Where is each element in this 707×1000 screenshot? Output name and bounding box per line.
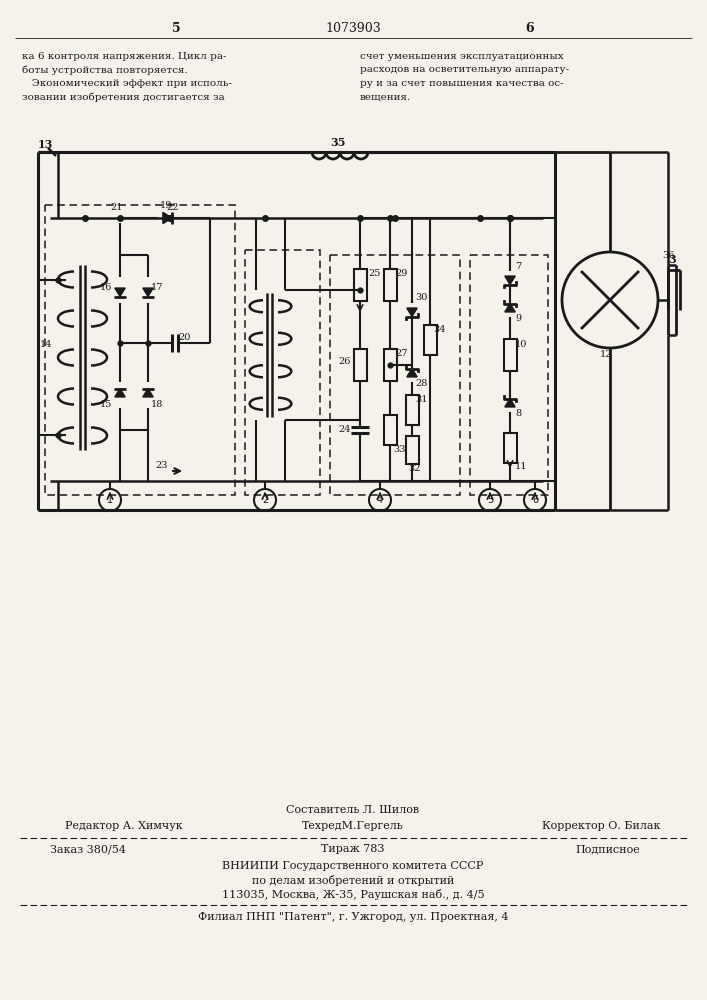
Bar (383, 415, 397, 445)
Text: 28: 28 (415, 379, 427, 388)
Text: 1: 1 (107, 495, 113, 505)
Text: 29: 29 (395, 269, 407, 278)
Text: 24: 24 (338, 425, 351, 434)
Text: 113035, Москва, Ж-35, Раушская наб., д. 4/5: 113035, Москва, Ж-35, Раушская наб., д. … (222, 889, 484, 900)
Bar (383, 349, 397, 381)
Text: Подписное: Подписное (575, 844, 640, 854)
Text: 27: 27 (395, 349, 407, 358)
Text: Корректор О. Билак: Корректор О. Билак (542, 821, 660, 831)
Text: ка 6 контроля напряжения. Цикл ра-: ка 6 контроля напряжения. Цикл ра- (22, 52, 226, 61)
Bar (354, 349, 366, 381)
Text: 23: 23 (155, 461, 168, 470)
Text: 10: 10 (515, 340, 527, 349)
Text: Филиал ПНП "Патент", г. Ужгород, ул. Проектная, 4: Филиал ПНП "Патент", г. Ужгород, ул. Про… (198, 912, 508, 922)
Text: 7: 7 (515, 262, 521, 271)
Text: 36: 36 (662, 251, 674, 260)
Text: 33: 33 (393, 445, 406, 454)
Polygon shape (505, 398, 515, 407)
Text: расходов на осветительную аппарату-: расходов на осветительную аппарату- (360, 66, 569, 75)
Text: 32: 32 (408, 464, 421, 473)
Text: 25: 25 (368, 269, 380, 278)
Text: 22: 22 (166, 203, 178, 212)
Polygon shape (505, 276, 515, 284)
Text: 5: 5 (487, 495, 493, 505)
Text: 20: 20 (178, 332, 190, 342)
Text: ВНИИПИ Государственного комитета СССР: ВНИИПИ Государственного комитета СССР (222, 861, 484, 871)
Text: 21: 21 (110, 203, 122, 212)
Text: 6: 6 (532, 495, 538, 505)
Text: 13: 13 (38, 139, 53, 150)
Bar (383, 269, 397, 301)
Text: 12: 12 (600, 350, 612, 359)
Text: зовании изобретения достигается за: зовании изобретения достигается за (22, 93, 225, 102)
Text: 11: 11 (515, 462, 527, 471)
Text: Экономический эффект при исполь-: Экономический эффект при исполь- (22, 79, 232, 88)
Text: 1073903: 1073903 (325, 22, 381, 35)
Text: 18: 18 (151, 400, 163, 409)
Text: ТехредМ.Гергель: ТехредМ.Гергель (302, 821, 404, 831)
Text: Тираж 783: Тираж 783 (321, 844, 385, 854)
Polygon shape (505, 304, 515, 312)
Text: 16: 16 (100, 283, 112, 292)
Bar (503, 339, 517, 371)
Text: 30: 30 (415, 293, 427, 302)
Text: 9: 9 (515, 314, 521, 323)
Polygon shape (407, 368, 417, 377)
Text: 8: 8 (515, 409, 521, 418)
Text: боты устройства повторяется.: боты устройства повторяется. (22, 66, 188, 75)
Text: 26: 26 (338, 357, 351, 366)
Polygon shape (115, 288, 125, 296)
Bar (245, 250, 320, 495)
Polygon shape (115, 388, 125, 397)
Text: счет уменьшения эксплуатационных: счет уменьшения эксплуатационных (360, 52, 563, 61)
Text: 4: 4 (377, 495, 383, 505)
Bar (330, 255, 460, 495)
Text: Редактор А. Химчук: Редактор А. Химчук (65, 821, 182, 831)
Bar (423, 325, 436, 355)
Bar (406, 395, 419, 425)
Text: 3: 3 (668, 254, 676, 265)
Text: Составитель Л. Шилов: Составитель Л. Шилов (286, 805, 419, 815)
Text: 6: 6 (526, 22, 534, 35)
Text: 15: 15 (100, 400, 112, 409)
Text: 17: 17 (151, 283, 163, 292)
Text: 19: 19 (160, 201, 173, 210)
Polygon shape (143, 388, 153, 397)
Text: вещения.: вещения. (360, 93, 411, 102)
Text: 5: 5 (172, 22, 180, 35)
Bar (503, 433, 517, 463)
Text: 14: 14 (40, 340, 52, 349)
Text: 31: 31 (415, 395, 428, 404)
Bar (354, 269, 366, 301)
Bar (45, 205, 235, 495)
Polygon shape (407, 308, 417, 316)
Bar (470, 255, 548, 495)
Bar (406, 436, 419, 464)
Polygon shape (163, 212, 172, 224)
Text: 35: 35 (330, 137, 346, 148)
Text: по делам изобретений и открытий: по делам изобретений и открытий (252, 875, 454, 886)
Text: ру и за счет повышения качества ос-: ру и за счет повышения качества ос- (360, 79, 563, 88)
Text: 34: 34 (433, 325, 445, 334)
Text: 2: 2 (262, 495, 268, 505)
Polygon shape (143, 288, 153, 296)
Text: Заказ 380/54: Заказ 380/54 (50, 844, 126, 854)
